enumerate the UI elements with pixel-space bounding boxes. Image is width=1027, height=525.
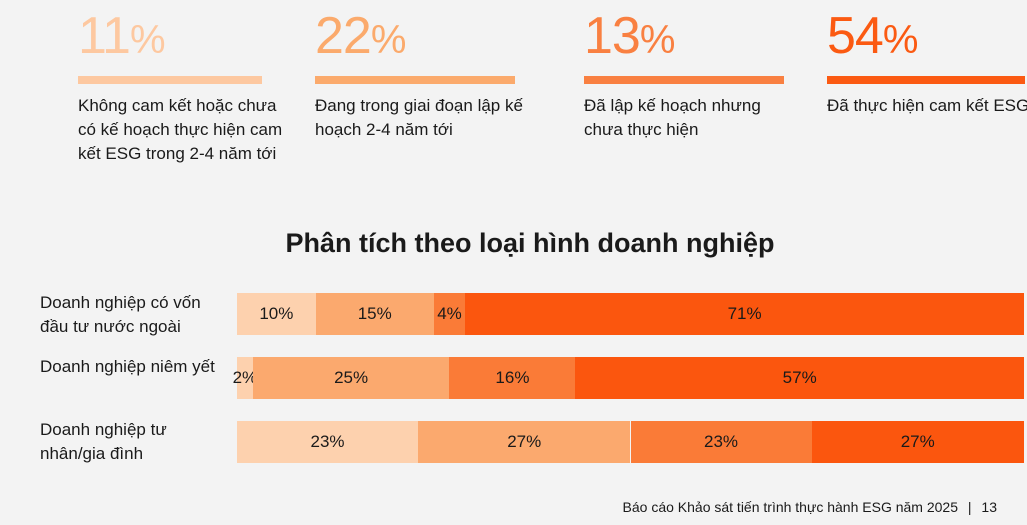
stat-percentage: 22% (315, 6, 545, 70)
bar-segment: 57% (575, 357, 1024, 399)
stat-percentage: 13% (584, 6, 814, 70)
stat-percent-symbol: % (129, 18, 166, 62)
bar-row: 10% 15% 4% 71% (237, 293, 1024, 335)
row-label: Doanh nghiệp tư nhân/gia đình (40, 420, 167, 463)
stat-percent-symbol: % (639, 18, 676, 62)
stat-block: 11% Không cam kết hoặc chưa có kế hoạch t… (78, 6, 288, 166)
bar-value-label: 57% (782, 368, 817, 387)
bar-value-label: 27% (900, 432, 935, 451)
stat-percentage: 54% (827, 6, 1027, 70)
bar-segment: 25% (252, 357, 450, 399)
stat-block: 22% Đang trong giai đoạn lập kế hoạch 2-4… (315, 6, 545, 142)
bar-value-label: 2% (232, 368, 258, 387)
stat-percent-symbol: % (370, 18, 407, 62)
row-label: Doanh nghiệp niêm yết (40, 357, 215, 376)
stat-value: 54 (827, 7, 884, 65)
bar-value-label: 27% (507, 432, 542, 451)
page-number: 13 (981, 499, 997, 515)
bar-segment: 27% (418, 421, 631, 463)
stat-description: Đang trong giai đoạn lập kế hoạch 2-4 nă… (315, 96, 523, 139)
bar-value-label: 23% (703, 432, 739, 451)
bar-segment: 2% (233, 357, 257, 399)
stat-color-bar (78, 76, 262, 84)
bar-segment: 23% (630, 421, 812, 463)
bar-value-label: 4% (437, 304, 462, 323)
bar-segment: 15% (315, 293, 434, 335)
bar-segment: 4% (433, 293, 466, 335)
row-label: Doanh nghiệp có vốn đầu tư nước ngoài (40, 293, 201, 336)
bar-segment: 71% (465, 293, 1024, 335)
bar-segment: 23% (237, 421, 418, 463)
footer-separator: | (967, 499, 972, 515)
stat-value: 11 (78, 7, 131, 65)
bar-value-label: 71% (727, 304, 762, 323)
bar-segment: 16% (449, 357, 576, 399)
bar-value-label: 10% (259, 304, 294, 323)
stat-color-bar (584, 76, 784, 84)
stat-block: 13% Đã lập kế hoạch nhưng chưa thực hiện (584, 6, 814, 142)
bar-segment: 10% (237, 293, 316, 335)
chart-title: Phân tích theo loại hình doanh nghiệp (285, 228, 775, 258)
stat-description: Đã thực hiện cam kết ESG (827, 96, 1027, 115)
stat-value: 13 (584, 7, 641, 65)
stat-value: 22 (315, 7, 372, 65)
footer-text: Báo cáo Khảo sát tiến trình thực hành ES… (622, 499, 958, 515)
stat-percent-symbol: % (882, 18, 919, 62)
stat-color-bar (315, 76, 515, 84)
bar-segment: 27% (811, 421, 1024, 463)
stat-block: 54% Đã thực hiện cam kết ESG (827, 6, 1027, 118)
bar-value-label: 25% (334, 368, 369, 387)
bar-value-label: 16% (495, 368, 530, 387)
stat-description: Không cam kết hoặc chưa có kế hoạch thực… (78, 96, 283, 163)
bar-value-label: 23% (310, 432, 345, 451)
stat-description: Đã lập kế hoạch nhưng chưa thực hiện (584, 96, 761, 139)
bar-value-label: 15% (357, 304, 392, 323)
stat-color-bar (827, 76, 1025, 84)
bar-row: 23% 27% 23% 27% (237, 421, 1024, 463)
footer: Báo cáo Khảo sát tiến trình thực hành ES… (623, 499, 997, 515)
bar-row: 2% 25% 16% 57% (233, 357, 1024, 399)
stat-percentage: 11% (78, 6, 288, 70)
